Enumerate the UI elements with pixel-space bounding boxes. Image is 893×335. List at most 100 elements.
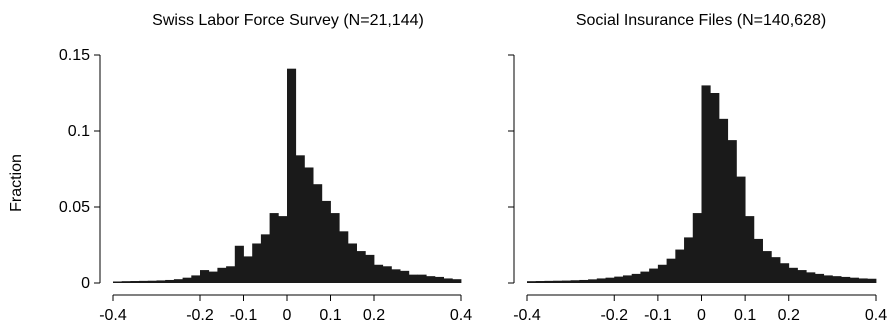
x-tick-label: -0.4 (513, 307, 541, 324)
histogram-bar (374, 264, 384, 283)
histogram-bar (443, 278, 453, 283)
histogram-bar (400, 270, 410, 283)
histogram-bar (832, 276, 842, 283)
histogram-bar (391, 269, 401, 283)
histogram-bar (295, 155, 305, 283)
histogram-bar (570, 280, 580, 283)
x-tick-label: 0.1 (734, 307, 756, 324)
histogram-bar (605, 277, 615, 283)
x-tick-label: 0.4 (450, 307, 472, 324)
histogram-bar (304, 167, 314, 283)
x-tick-label: -0.1 (644, 307, 672, 324)
x-tick-label: 0.4 (865, 307, 887, 324)
right-panel-bars (527, 85, 877, 284)
histogram-bar (408, 274, 418, 283)
histogram-bar (339, 231, 349, 283)
histogram-bar (356, 251, 366, 283)
histogram-bar (165, 279, 175, 283)
histogram-bar (753, 238, 763, 283)
histogram-bar (365, 254, 375, 283)
histogram-bar (173, 279, 183, 283)
histogram-bar (692, 213, 702, 283)
histogram-bar (745, 216, 755, 283)
histogram-bar (130, 281, 140, 283)
histogram-bar (780, 263, 790, 283)
histogram-bar (321, 200, 331, 283)
histogram-bar (806, 272, 816, 283)
y-tick-label: 0 (81, 275, 90, 292)
histogram-bar (701, 85, 711, 284)
histogram-bar (147, 280, 157, 283)
histogram-bar (260, 234, 270, 283)
right-panel-x-axis: -0.4 -0.2 -0.1 0 0.1 0.2 0.4 (513, 294, 887, 324)
histogram-bar (226, 266, 236, 283)
histogram-bar (718, 118, 729, 283)
histogram-bar (675, 249, 685, 283)
histogram-bar (788, 267, 798, 283)
histogram-bar (849, 277, 859, 283)
histogram-bar (217, 267, 227, 283)
histogram-bar (191, 275, 201, 283)
x-tick-label: 0.2 (778, 307, 800, 324)
histogram-bar (561, 280, 572, 283)
right-panel: Social Insurance Files (N=140,628) -0.4-… (508, 12, 887, 324)
y-axis-label: Fraction (8, 154, 25, 212)
histogram-bar (452, 279, 462, 283)
histogram-bar (588, 279, 598, 283)
histogram-bar (278, 216, 288, 283)
histogram-bar (579, 279, 589, 283)
right-panel-y-axis (508, 54, 515, 284)
histogram-bar (640, 271, 650, 283)
histogram-bar (182, 277, 192, 283)
left-panel-bars (113, 68, 462, 284)
histogram-bar (243, 256, 253, 283)
x-tick-label: 0 (283, 307, 292, 324)
histogram-bar (208, 271, 218, 283)
histogram-bar (544, 280, 554, 283)
y-tick-label: 0.1 (68, 123, 90, 140)
x-tick-label: 0.2 (363, 307, 385, 324)
histogram-bar (287, 68, 297, 284)
histogram-bar (710, 93, 720, 283)
histogram-bar (156, 280, 166, 283)
x-tick-label: -0.1 (230, 307, 258, 324)
histogram-bar (139, 280, 149, 283)
histogram-bar (234, 245, 244, 283)
histogram-bar (814, 273, 825, 283)
x-tick-label: -0.4 (99, 307, 127, 324)
histogram-bar (657, 264, 668, 283)
histogram-bar (269, 213, 279, 283)
histogram-bar (347, 243, 357, 283)
histogram-bar (121, 281, 131, 283)
histogram-bar (631, 273, 641, 283)
histogram-bar (200, 270, 210, 283)
y-tick-label: 0.05 (59, 199, 90, 216)
left-panel-y-axis: 0 0.05 0.1 0.15 (59, 47, 101, 292)
right-panel-title: Social Insurance Files (N=140,628) (576, 12, 826, 29)
x-tick-label: -0.2 (186, 307, 214, 324)
histogram-bar (113, 281, 123, 283)
histogram-bar (684, 237, 694, 283)
x-tick-label: -0.2 (600, 307, 628, 324)
histogram-bar (614, 276, 624, 283)
histogram-bar (330, 213, 340, 283)
histogram-bar (797, 270, 807, 283)
left-panel: Swiss Labor Force Survey (N=21,144) 0 0.0… (59, 12, 472, 324)
histogram-bar (596, 278, 606, 283)
histogram-bar (434, 276, 444, 283)
left-panel-title: Swiss Labor Force Survey (N=21,144) (152, 12, 424, 29)
x-tick-label: 0.1 (319, 307, 341, 324)
histogram-bar (823, 275, 833, 283)
histogram-bar (553, 280, 563, 283)
histogram-bar (666, 258, 676, 283)
histogram-bar (426, 276, 436, 283)
histogram-bar (858, 278, 868, 283)
histogram-bar (727, 140, 737, 283)
x-tick-label: 0 (697, 307, 706, 324)
histogram-bar (771, 257, 781, 283)
histogram-bar (313, 184, 323, 283)
histogram-bar (622, 275, 633, 283)
y-tick-label: 0.15 (59, 47, 90, 64)
histogram-bar (867, 278, 877, 283)
